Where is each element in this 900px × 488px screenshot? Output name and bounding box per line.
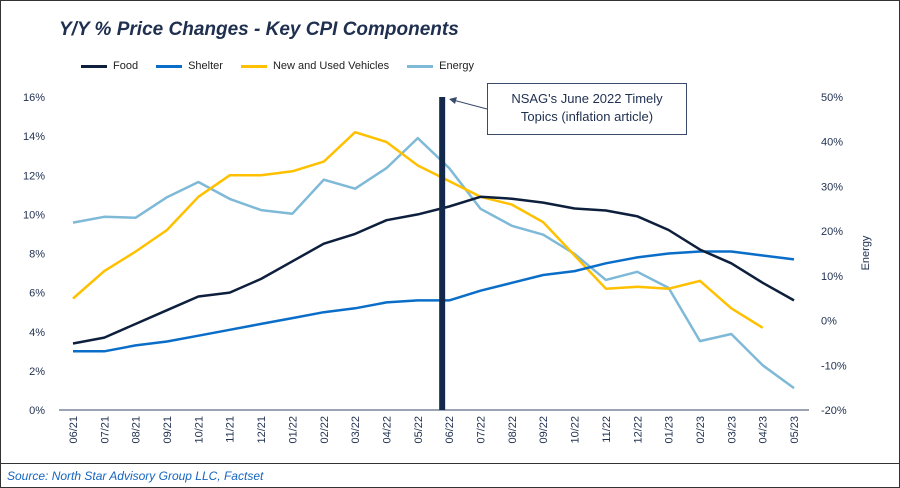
series-line-food — [72, 195, 795, 345]
legend-swatch — [156, 64, 183, 68]
legend-swatch — [240, 64, 267, 68]
legend-label: New and Used Vehicles — [272, 60, 390, 72]
x-tick-label: 01/23 — [664, 416, 676, 444]
right-tick-label: 50% — [821, 92, 843, 104]
annotation-box: NSAG's June 2022 Timely Topics (inflatio… — [487, 83, 687, 135]
x-tick-label: 10/22 — [570, 416, 582, 444]
left-tick-label: 6% — [29, 288, 45, 300]
x-tick-label: 12/21 — [256, 416, 268, 444]
x-tick-label: 11/22 — [601, 416, 613, 443]
right-tick-label: 10% — [821, 271, 843, 283]
left-tick-label: 4% — [29, 327, 45, 339]
legend-item-energy: Energy — [407, 60, 474, 72]
x-tick-label: 04/22 — [381, 416, 393, 444]
annotation-arrow — [452, 99, 488, 110]
x-tick-label: 06/21 — [68, 416, 80, 444]
chart-title: Y/Y % Price Changes - Key CPI Components — [59, 19, 459, 40]
x-tick-label: 02/23 — [695, 416, 707, 444]
right-tick-label: 20% — [821, 226, 843, 238]
series-line-energy — [72, 136, 795, 390]
x-tick-label: 12/22 — [632, 416, 644, 444]
x-tick-label: 09/21 — [162, 416, 174, 444]
x-tick-label: 11/21 — [225, 416, 237, 443]
divider — [1, 463, 899, 464]
left-tick-label: 10% — [23, 209, 45, 221]
annotation-arrowhead — [449, 97, 457, 104]
legend-label: Food — [113, 60, 139, 72]
annotation-line2: Topics (inflation article) — [520, 109, 654, 124]
left-tick-label: 8% — [29, 249, 45, 261]
legend-swatch — [407, 64, 434, 68]
series-line-shelter — [73, 250, 795, 353]
right-tick-label: 30% — [821, 181, 843, 193]
legend-item-shelter: Shelter — [156, 60, 223, 72]
x-tick-label: 08/21 — [131, 416, 143, 444]
left-tick-label: 14% — [23, 131, 45, 143]
right-axis-label: Energy — [860, 235, 872, 270]
left-tick-label: 12% — [23, 170, 45, 182]
x-tick-label: 06/22 — [444, 416, 456, 444]
legend-item-food: Food — [81, 60, 138, 72]
left-tick-label: 2% — [29, 366, 45, 378]
annotation-line1: NSAG's June 2022 Timely — [511, 91, 663, 106]
x-tick-label: 01/22 — [287, 416, 299, 444]
left-tick-label: 0% — [29, 405, 45, 417]
legend-item-vehicles: New and Used Vehicles — [240, 60, 390, 72]
x-tick-label: 05/22 — [413, 416, 425, 444]
right-tick-label: 0% — [821, 316, 837, 328]
series-line-new-and-used-vehicles — [72, 130, 764, 329]
right-tick-label: 40% — [821, 137, 843, 149]
june-2022-marker-bar — [439, 97, 446, 410]
left-tick-label: 16% — [23, 92, 45, 104]
x-tick-label: 10/21 — [193, 416, 205, 444]
legend-label: Shelter — [188, 60, 223, 72]
legend-swatch — [81, 64, 107, 68]
x-tick-label: 02/22 — [319, 416, 331, 444]
x-tick-label: 04/23 — [758, 416, 770, 444]
legend: Food Shelter New and Used Vehicles Energ… — [81, 60, 474, 72]
source-note: Source: North Star Advisory Group LLC, F… — [7, 469, 264, 483]
x-tick-label: 03/23 — [726, 416, 738, 444]
x-tick-label: 07/22 — [476, 416, 488, 444]
x-tick-label: 09/22 — [538, 416, 550, 444]
line-chart: 0% 2% 4% 6% 8% 10% 12% 14% 16% -20% -10% 0% 10% 20% 30… — [23, 92, 872, 444]
x-tick-label: 05/23 — [789, 416, 801, 444]
x-tick-label: 07/21 — [99, 416, 111, 444]
x-tick-label: 08/22 — [507, 416, 519, 444]
x-tick-label: 03/22 — [350, 416, 362, 444]
right-tick-label: -10% — [821, 360, 847, 372]
right-tick-label: -20% — [821, 405, 847, 417]
legend-label: Energy — [439, 60, 474, 72]
